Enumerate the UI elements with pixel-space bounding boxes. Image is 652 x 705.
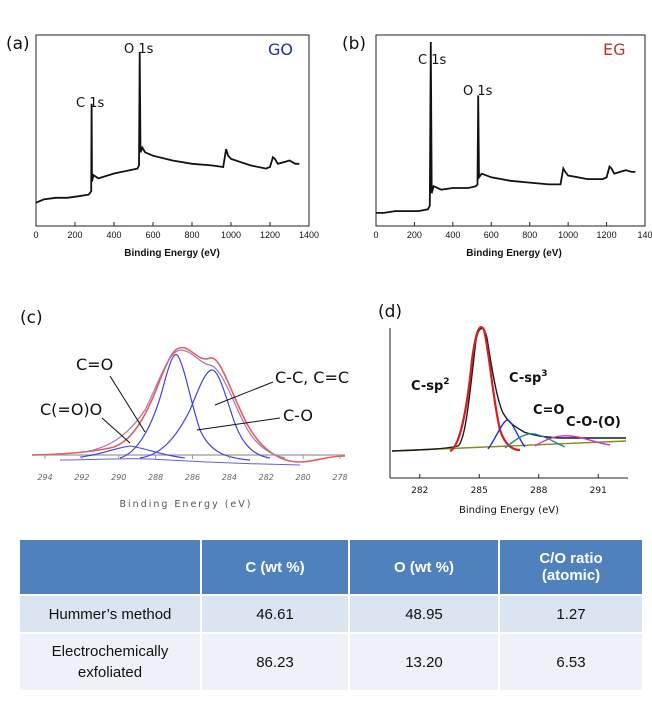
chart-a-tick-label: 600 (145, 230, 160, 240)
chart-a-peak-c1s: C 1s (76, 96, 104, 111)
chart-d-pi-component (534, 435, 611, 447)
chart-b-tick-label: 800 (522, 230, 537, 240)
chart-b-peak-c1s: C 1s (418, 53, 446, 68)
chart-c-label-cc: C-C, C=C (275, 368, 349, 387)
figure-canvas: 0 200 400 600 800 1000 1200 1400 C 1s O 1s GO B… (31, 34, 652, 516)
chart-c-tick-label: 286 (185, 473, 200, 482)
chart-b-tick-label: 0 (373, 230, 378, 240)
chart-b-spectrum (376, 41, 636, 214)
table-header-blank (20, 540, 202, 595)
chart-c-carbonyl-component (79, 445, 186, 459)
chart-b-tick-label: 400 (445, 230, 460, 240)
chart-c-tick-label: 288 (148, 473, 163, 482)
panel-a-label: (a) (6, 34, 30, 54)
table-row: Hummer’s method 46.61 48.95 1.27 (20, 594, 642, 633)
chart-d-label-sp3: C-sp3 (509, 369, 548, 386)
chart-b-peak-o1s: O 1s (463, 84, 493, 99)
chart-c-tick-label: 282 (259, 473, 274, 482)
chart-a-tag: GO (268, 40, 293, 59)
chart-c-xlabel: Binding Energy (eV) (120, 499, 253, 510)
chart-a-tick-label: 200 (67, 230, 82, 240)
chart-c-ticks: 294 292 290 288 286 284 282 280 278 (37, 455, 348, 482)
chart-d-sp3-envelope (391, 327, 626, 452)
table-cell-o: 13.20 (349, 632, 500, 690)
chart-c-pointer-cooo (101, 417, 131, 444)
chart-c-label-cooo: C(=O)O (40, 400, 102, 419)
chart-a-frame (35, 34, 310, 227)
chart-a-tick-label: 800 (184, 230, 199, 240)
chart-d-coo-component (504, 433, 566, 449)
chart-a-peak-o1s: O 1s (124, 42, 154, 57)
chart-b-ticks: 0 200 400 600 800 1000 1200 140 (373, 222, 652, 240)
chart-a-spectrum (35, 51, 300, 204)
chart-a-tick-label: 0 (33, 230, 38, 240)
chart-b-tick-label: 140 (637, 230, 652, 240)
chart-d-tick-label: 282 (411, 486, 428, 496)
chart-c-label-c-o: C-O (283, 406, 313, 425)
chart-d-xlabel: Binding Energy (eV) (459, 505, 559, 516)
chart-c-tick-label: 290 (111, 473, 126, 482)
chart-b: 0 200 400 600 800 1000 1200 140 C 1s O 1s EG Bi… (373, 34, 652, 259)
chart-c-envelope-fit (84, 349, 286, 459)
table-cell-method-line2: exfoliated (77, 664, 143, 681)
chart-a-tick-label: 1200 (260, 230, 280, 240)
chart-c-tick-label: 280 (295, 473, 310, 482)
panel-d-label: (d) (378, 302, 403, 322)
table-header-o: O (wt %) (349, 540, 500, 595)
chart-a-ticks: 0 200 400 600 800 1000 1200 1400 (33, 222, 319, 240)
composition-table: C (wt %) O (wt %) C/O ratio (atomic) Humm… (20, 540, 642, 690)
chart-a-tick-label: 1000 (221, 230, 241, 240)
chart-b-tick-label: 200 (407, 230, 422, 240)
panel-b-label: (b) (342, 34, 367, 54)
chart-c-tick-label: 292 (74, 473, 89, 482)
chart-b-tick-label: 1200 (597, 230, 617, 240)
chart-d-label-co: C=O (533, 403, 564, 418)
table-cell-c: 46.61 (201, 594, 350, 633)
chart-c-measured-spectrum (31, 346, 346, 463)
chart-a-tick-label: 400 (106, 230, 121, 240)
chart-d-tick-label: 291 (590, 486, 607, 496)
table-cell-ratio: 1.27 (499, 594, 642, 633)
chart-c-pointer-c-o (196, 417, 281, 431)
chart-c-label-co: C=O (76, 355, 113, 374)
panel-c-label: (c) (20, 308, 43, 328)
table-cell-method: Hummer’s method (20, 594, 202, 633)
chart-d-tick-label: 288 (530, 486, 547, 496)
chart-d-co-component (487, 419, 526, 450)
chart-c-pointer-co (109, 375, 146, 433)
chart-b-xlabel: Binding Energy (eV) (466, 248, 562, 259)
chart-b-tick-label: 600 (484, 230, 499, 240)
table-header-ratio: C/O ratio (atomic) (499, 540, 642, 595)
chart-c-carboxyl-component (59, 458, 301, 466)
table-cell-method: Electrochemically exfoliated (20, 632, 202, 690)
chart-a-tick-label: 1400 (299, 230, 319, 240)
chart-a: 0 200 400 600 800 1000 1200 1400 C 1s O 1s GO B… (33, 34, 319, 259)
table-cell-c: 86.23 (201, 632, 350, 690)
chart-c-tick-label: 278 (332, 473, 347, 482)
chart-d-ticks: 282 285 288 291 (411, 474, 607, 496)
table-row: Electrochemically exfoliated 86.23 13.20 … (20, 632, 642, 690)
chart-c-cc-component (139, 369, 271, 459)
chart-d-tick-label: 285 (471, 486, 488, 496)
table-header-ratio-line2: (atomic) (541, 567, 601, 584)
chart-c: 294 292 290 288 286 284 282 280 278 C=O C(=O)O C… (31, 346, 349, 510)
table-cell-method-line1: Electrochemically (51, 643, 169, 660)
chart-b-tag: EG (603, 40, 626, 59)
chart-c-tick-label: 284 (222, 473, 237, 482)
chart-c-co-component (119, 353, 251, 461)
chart-d-sp2-component (449, 325, 521, 453)
table-cell-o: 48.95 (349, 594, 500, 633)
chart-b-frame (375, 34, 646, 227)
chart-b-tick-label: 1000 (558, 230, 578, 240)
chart-c-pointer-cc (214, 381, 274, 406)
table-cell-ratio: 6.53 (499, 632, 642, 690)
table-header-c: C (wt %) (201, 540, 350, 595)
chart-d-label-sp2: C-sp2 (411, 377, 450, 394)
chart-a-xlabel: Binding Energy (eV) (124, 248, 220, 259)
chart-c-tick-label: 294 (37, 473, 52, 482)
chart-d: 282 285 288 291 C-sp2 C-sp3 C=O C-O-(O) Bin… (389, 325, 628, 516)
chart-d-label-coo: C-O-(O) (566, 415, 621, 430)
table-header-ratio-line1: C/O ratio (539, 550, 603, 567)
